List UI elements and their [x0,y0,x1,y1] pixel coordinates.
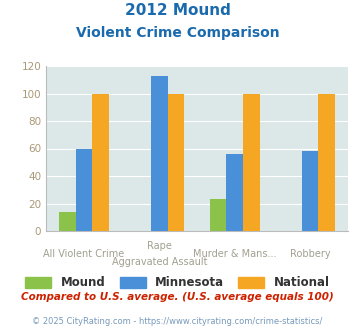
Bar [59,212,76,231]
Text: Robbery: Robbery [290,249,331,259]
Text: All Violent Crime: All Violent Crime [43,249,125,259]
Bar [76,148,92,231]
Text: Rape: Rape [147,241,172,251]
Text: Aggravated Assault: Aggravated Assault [111,257,207,267]
Text: Compared to U.S. average. (U.S. average equals 100): Compared to U.S. average. (U.S. average … [21,292,334,302]
Bar [92,93,109,231]
Legend: Mound, Minnesota, National: Mound, Minnesota, National [21,272,334,294]
Text: Murder & Mans...: Murder & Mans... [193,249,277,259]
Text: 2012 Mound: 2012 Mound [125,3,230,18]
Bar [151,76,168,231]
Bar [318,93,335,231]
Text: © 2025 CityRating.com - https://www.cityrating.com/crime-statistics/: © 2025 CityRating.com - https://www.city… [32,317,323,326]
Bar [168,93,184,231]
Bar [226,154,243,231]
Text: Violent Crime Comparison: Violent Crime Comparison [76,26,279,40]
Bar [210,199,226,231]
Bar [302,151,318,231]
Bar [243,93,260,231]
